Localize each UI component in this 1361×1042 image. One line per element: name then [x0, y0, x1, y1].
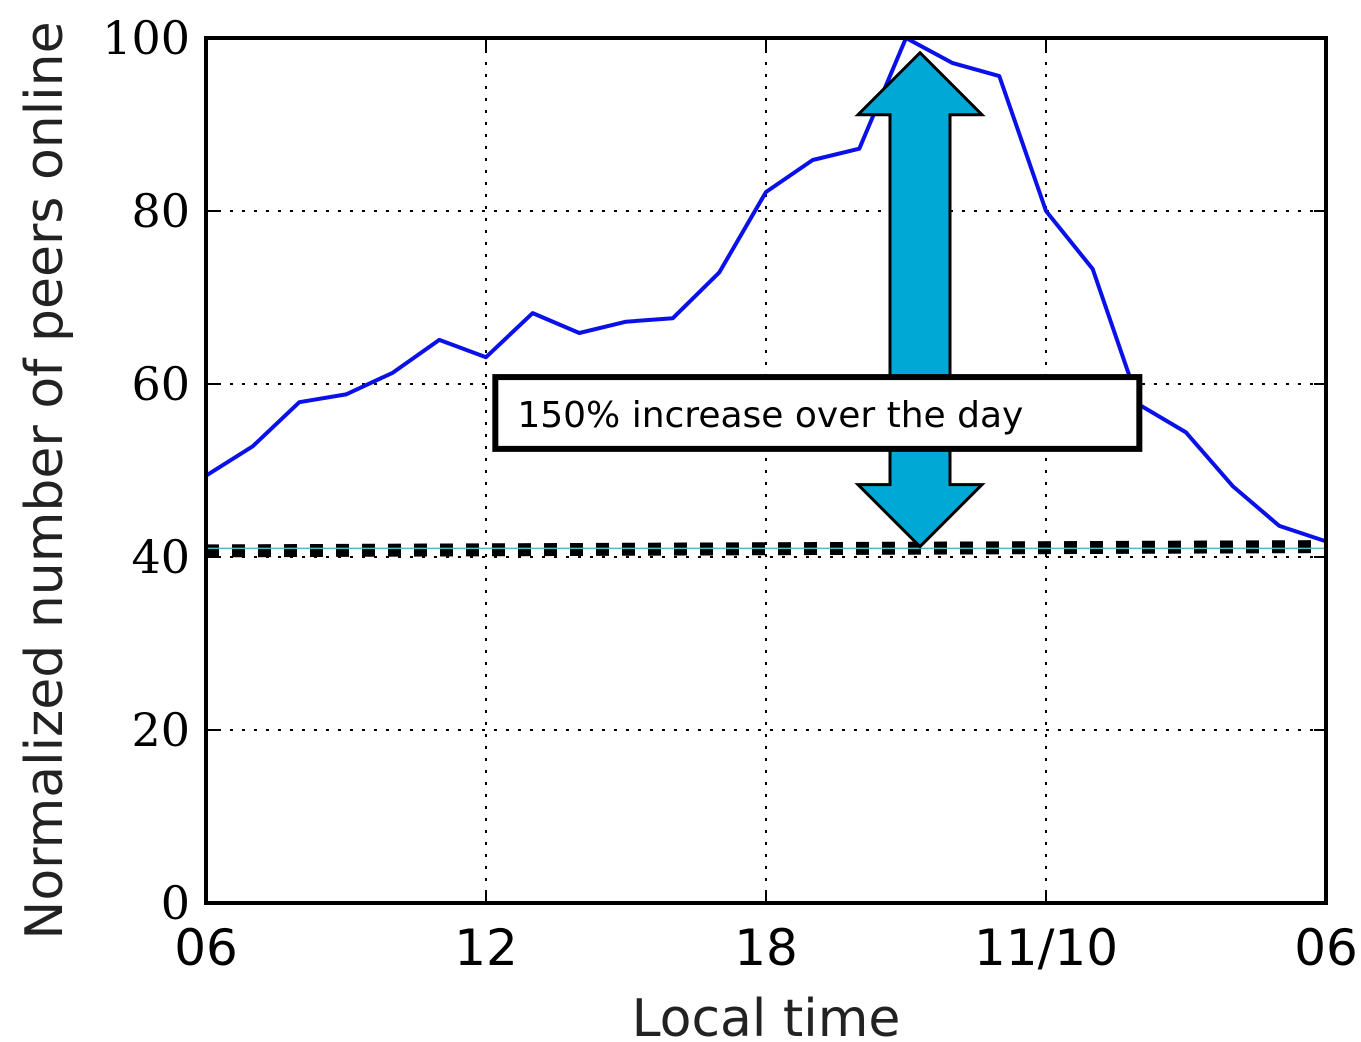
y-tick-label: 80	[131, 184, 190, 238]
grid-lines	[206, 38, 1326, 903]
x-tick-label: 06	[1294, 919, 1358, 977]
series-line	[205, 540, 1327, 558]
annotation-layer: 150% increase over the day	[492, 50, 1143, 549]
x-tick-label: 12	[454, 919, 518, 977]
y-tick-label: 100	[102, 11, 190, 65]
x-tick-label: 11/10	[974, 919, 1118, 977]
double-arrow	[854, 50, 986, 549]
x-tick-label: 18	[734, 919, 798, 977]
tick-layer: 0 20 40 60 80 100 06 12 18 11/10 06	[102, 11, 1358, 977]
series-layer	[204, 36, 1327, 558]
y-tick-label: 20	[131, 703, 190, 757]
annotation-text: 150% increase over the day	[517, 395, 1023, 436]
x-axis-label: Local time	[632, 989, 901, 1042]
y-tick-label: 0	[161, 876, 190, 930]
series-line	[204, 36, 1327, 544]
annotation-box	[492, 374, 1143, 452]
y-axis-label: Normalized number of peers online	[15, 21, 75, 939]
y-tick-label: 60	[131, 357, 190, 411]
x-tick-label: 06	[174, 919, 238, 977]
y-tick-label: 40	[131, 530, 190, 584]
